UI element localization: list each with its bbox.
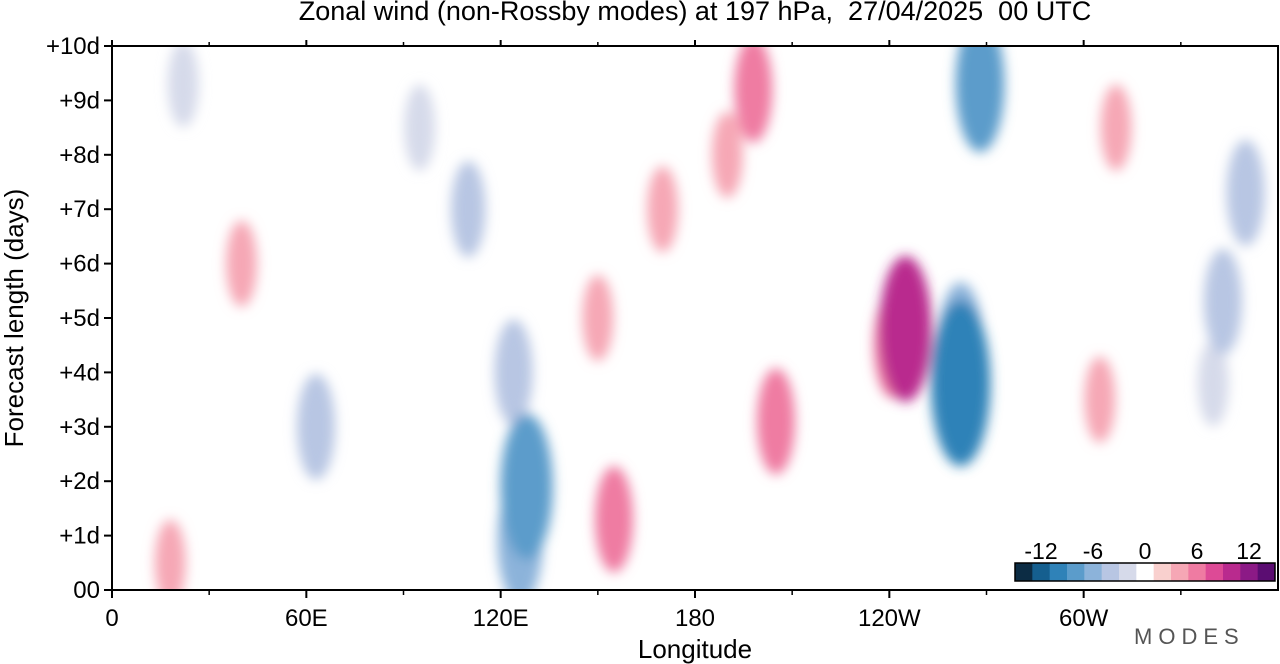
heatmap-field	[154, 46, 1265, 590]
colorbar-swatch-10	[1188, 563, 1207, 581]
wind-anomaly-features	[154, 46, 1265, 590]
x-tick-label-2: 120E	[473, 605, 529, 632]
colorbar-swatch-2	[1049, 563, 1068, 581]
wind-anomaly-blob-12	[1197, 340, 1229, 427]
colorbar-label-4: 12	[1236, 538, 1262, 564]
x-tick-label-3: 180	[675, 605, 715, 632]
wind-anomaly-blob-19	[582, 275, 614, 361]
y-tick-label-0: 00	[73, 577, 100, 604]
modes-watermark: MODES	[1134, 624, 1245, 649]
colorbar-swatch-0	[1015, 563, 1033, 581]
wind-anomaly-blob-4	[451, 161, 486, 258]
colorbar-swatch-11	[1205, 563, 1224, 581]
wind-anomaly-blob-21	[154, 519, 186, 590]
wind-anomaly-blob-10	[1226, 139, 1265, 246]
colorbar-swatch-13	[1240, 563, 1259, 581]
wind-anomaly-blob-22	[226, 220, 257, 307]
colorbar-swatch-12	[1223, 563, 1241, 581]
x-tick-label-5: 60W	[1059, 605, 1109, 632]
colorbar-swatch-1	[1032, 563, 1051, 581]
wind-anomaly-blob-3	[297, 373, 336, 480]
y-tick-label-2: +2d	[59, 468, 100, 495]
y-axis-label: Forecast length (days)	[0, 189, 29, 448]
wind-anomaly-blob-0	[500, 413, 553, 560]
x-axis: 0 60E 120E 180 120W 60W	[105, 40, 1182, 632]
y-tick-label-7: +7d	[59, 196, 100, 223]
colorbar-swatch-7	[1136, 563, 1155, 581]
colorbar-swatch-8	[1153, 563, 1172, 581]
colorbar-label-1: -6	[1083, 538, 1103, 564]
wind-anomaly-blob-2	[494, 319, 533, 426]
wind-anomaly-blob-7	[930, 300, 991, 467]
colorbar-swatch-9	[1171, 563, 1189, 581]
wind-anomaly-blob-16	[711, 111, 743, 198]
x-tick-label-4: 120W	[858, 605, 921, 632]
y-tick-label-9: +9d	[59, 87, 100, 114]
colorbar-label-2: 0	[1139, 538, 1152, 564]
wind-anomaly-blob-17	[595, 466, 634, 573]
colorbar-swatch-5	[1101, 563, 1120, 581]
wind-anomaly-blob-15	[734, 46, 773, 143]
colorbar-label-3: 6	[1191, 538, 1204, 564]
wind-anomaly-blob-9	[955, 46, 1005, 153]
y-tick-label-5: +5d	[59, 305, 100, 332]
x-tick-label-1: 60E	[285, 605, 328, 632]
colorbar-label-0: -12	[1024, 538, 1057, 564]
y-tick-label-1: +1d	[59, 523, 100, 550]
y-tick-label-3: +3d	[59, 414, 100, 441]
wind-anomaly-blob-6	[167, 46, 199, 128]
chart-title: Zonal wind (non-Rossby modes) at 197 hPa…	[298, 0, 1092, 26]
y-tick-label-8: +8d	[59, 142, 100, 169]
wind-anomaly-blob-20	[756, 368, 795, 475]
y-tick-label-10: +10d	[46, 33, 100, 60]
colorbar-swatch-3	[1067, 563, 1085, 581]
wind-anomaly-blob-11	[1203, 248, 1242, 355]
y-tick-label-6: +6d	[59, 251, 100, 278]
wind-anomaly-blob-5	[404, 84, 436, 171]
colorbar-legend: -12 -6 0 6 12	[1014, 538, 1276, 582]
x-axis-label: Longitude	[638, 634, 752, 664]
y-axis: 00 +1d +2d +3d +4d +5d +6d +7d +8d +9d +10d	[46, 33, 112, 604]
wind-anomaly-blob-24	[1084, 356, 1116, 443]
colorbar-frame	[1014, 562, 1276, 582]
wind-anomaly-blob-23	[1100, 84, 1132, 171]
wind-anomaly-blob-13	[879, 255, 932, 402]
wind-anomaly-blob-18	[647, 166, 679, 253]
colorbar-swatch-4	[1084, 563, 1103, 581]
x-tick-label-0: 0	[105, 605, 118, 632]
colorbar-swatch-14	[1257, 563, 1276, 581]
colorbar-swatch-6	[1119, 563, 1137, 581]
y-tick-label-4: +4d	[59, 359, 100, 386]
